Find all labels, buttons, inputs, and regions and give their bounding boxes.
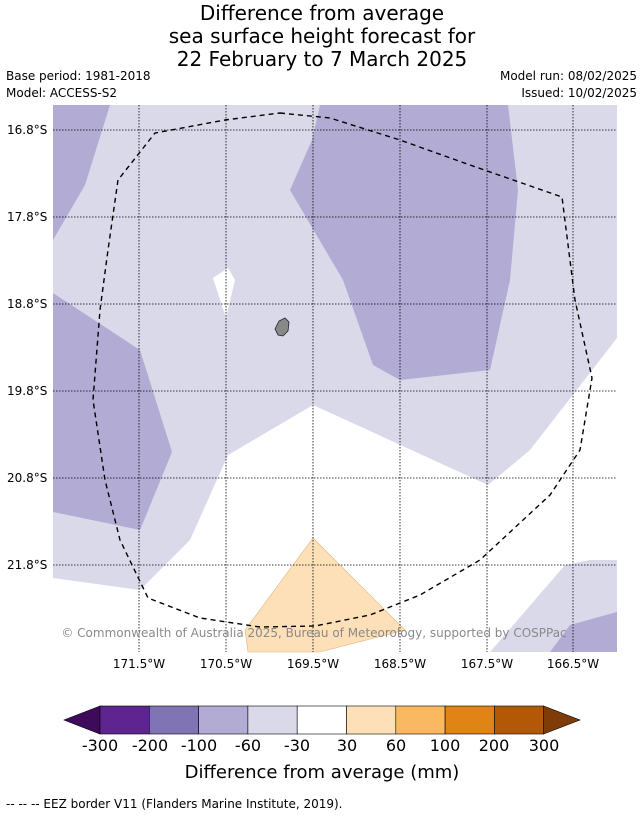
lat-label: 18.8°S bbox=[7, 297, 48, 311]
lon-label: 170.5°W bbox=[199, 657, 253, 671]
colorbar-label: Difference from average (mm) bbox=[184, 762, 460, 783]
negative-region-nw bbox=[53, 105, 110, 240]
footnote-eez: -- -- -- EEZ border V11 (Flanders Marine… bbox=[6, 797, 343, 811]
base-period: Base period: 1981-2018 bbox=[6, 69, 151, 83]
title-line-2: sea surface height forecast for bbox=[168, 24, 476, 48]
lon-label: 167.5°W bbox=[460, 657, 514, 671]
neutral-region bbox=[53, 338, 617, 652]
colorbar-tick: 200 bbox=[478, 736, 510, 755]
lon-label: 168.5°W bbox=[373, 657, 427, 671]
positive-region bbox=[244, 537, 406, 653]
colorbar-tick: -30 bbox=[283, 736, 311, 755]
colorbar-tick: -100 bbox=[180, 736, 218, 755]
colorbar-extension-left bbox=[63, 705, 101, 735]
colorbar-segment bbox=[395, 705, 446, 735]
title-line-3: 22 February to 7 March 2025 bbox=[176, 47, 468, 71]
colorbar-tick: 100 bbox=[429, 736, 461, 755]
lon-label: 171.5°W bbox=[112, 657, 166, 671]
copyright-credit: © Commonwealth of Australia 2025, Bureau… bbox=[61, 626, 567, 640]
graticule bbox=[53, 105, 617, 652]
island-land bbox=[274, 317, 290, 337]
colorbar-segment bbox=[296, 705, 347, 735]
issued-date: Issued: 10/02/2025 bbox=[521, 86, 637, 100]
negative-region-center bbox=[290, 105, 518, 380]
colorbar bbox=[63, 705, 581, 735]
colorbar-tick: -200 bbox=[131, 736, 169, 755]
lat-label: 16.8°S bbox=[7, 123, 48, 137]
colorbar-tick: 60 bbox=[385, 736, 407, 755]
colorbar-segment bbox=[346, 705, 397, 735]
lon-label: 166.5°W bbox=[546, 657, 600, 671]
lat-label: 19.8°S bbox=[7, 384, 48, 398]
negative-region-west bbox=[53, 293, 172, 530]
colorbar-tick: -300 bbox=[81, 736, 119, 755]
title-line-1: Difference from average bbox=[199, 1, 445, 25]
colorbar-segment bbox=[247, 705, 298, 735]
colorbar-tick: 300 bbox=[528, 736, 560, 755]
colorbar-extension-right bbox=[543, 705, 581, 735]
lon-label: 169.5°W bbox=[286, 657, 340, 671]
lat-label: 17.8°S bbox=[7, 210, 48, 224]
colorbar-tick: -60 bbox=[234, 736, 262, 755]
model-name: Model: ACCESS-S2 bbox=[6, 86, 118, 100]
colorbar-segment bbox=[444, 705, 495, 735]
neutral-patch bbox=[213, 268, 235, 318]
colorbar-segment bbox=[494, 705, 544, 735]
colorbar-tick: 30 bbox=[336, 736, 358, 755]
colorbar-segment bbox=[99, 705, 150, 735]
model-run: Model run: 08/02/2025 bbox=[499, 69, 637, 83]
negative-region-se bbox=[550, 612, 617, 652]
lat-label: 21.8°S bbox=[7, 558, 48, 572]
lat-label: 20.8°S bbox=[7, 471, 48, 485]
colorbar-segment bbox=[149, 705, 199, 735]
colorbar-segment bbox=[198, 705, 249, 735]
